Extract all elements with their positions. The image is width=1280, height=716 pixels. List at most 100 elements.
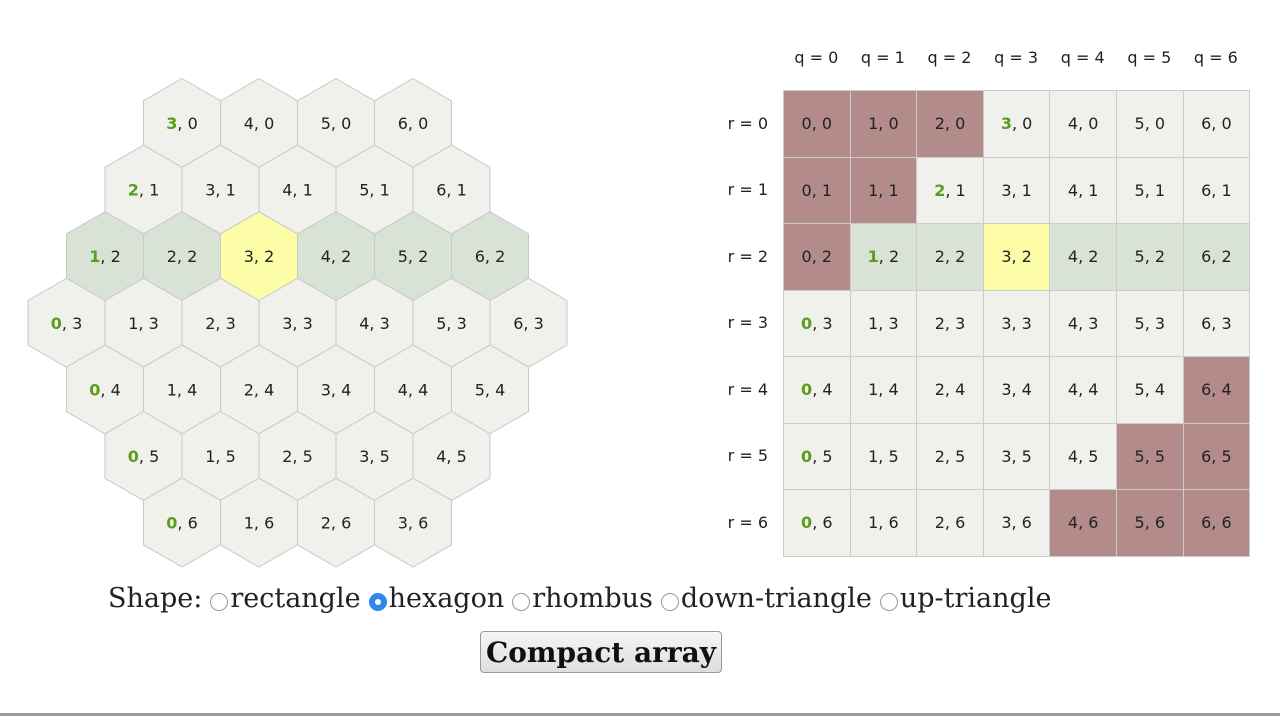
hex-label: 3, 0 [166,114,198,133]
cell-label-part: 0 [801,380,813,400]
hex-label: 4, 2 [321,247,352,266]
cell-label-part: , 5 [812,446,833,466]
hex-label-part: 5, 3 [436,313,467,332]
hex-label: 1, 3 [128,313,159,332]
hex-label-part: 1, 6 [244,513,275,532]
hex-label: 3, 6 [398,513,429,532]
cell-label-part: 4, 2 [1067,247,1099,267]
cell-label-part: 3, 5 [1001,446,1032,466]
hex-label-part: 2, 6 [321,513,352,532]
array-cell: 3, 1 [982,156,1051,224]
hex-label-part: , 4 [100,380,120,399]
radio-button[interactable] [210,592,229,611]
hex-label-part: 4, 0 [244,114,275,133]
array-cell: 5, 5 [1116,422,1184,490]
row-header: r = 5 [727,446,768,466]
radio-button[interactable] [660,592,679,611]
array-cell: 4, 1 [1049,156,1117,224]
shape-controls: Shape: rectangle hexagon rhombus down-trian… [108,583,1051,614]
hex-label: 2, 5 [282,447,313,466]
cell-label-part: 3, 1 [1001,180,1032,200]
hex-label-part: 3, 2 [244,247,275,266]
cell-label-part: 5, 5 [1134,446,1166,466]
shape-option[interactable]: up-triangle [879,583,1051,614]
radio-button[interactable] [368,592,387,611]
column-header: q = 1 [860,47,905,67]
radio-button[interactable] [512,592,531,611]
array-cell: 6, 6 [1182,489,1251,557]
cell-label-part: 4, 6 [1067,513,1099,533]
hex-label: 5, 0 [321,114,352,133]
column-header: q = 2 [927,47,972,67]
row-header: r = 1 [727,180,768,200]
hex-label-part: 1, 4 [167,380,198,399]
hex-label: 2, 2 [167,247,198,266]
hex-label-part: 4, 3 [359,313,390,332]
array-cell: 4, 4 [1049,356,1117,424]
hex-label-part: 6, 1 [436,180,467,199]
cell-label-part: 1 [867,247,879,267]
row-header: r = 3 [727,313,768,333]
array-cell: 2, 0 [916,90,984,158]
shape-option[interactable]: down-triangle [660,583,872,614]
cell-label-part: 2, 6 [934,513,966,533]
cell-label-part: 2, 2 [934,247,966,267]
hex-label-part: 1 [89,247,100,266]
array-cell: 6, 5 [1182,422,1251,490]
shape-option-label: down-triangle [680,583,872,614]
hex-label-part: 6, 0 [398,114,429,133]
cell-label-part: , 2 [878,247,900,267]
hex-label-part: 4, 5 [436,447,467,466]
column-header: q = 3 [994,47,1039,67]
array-cell: 1, 1 [849,156,918,224]
array-cell: 1, 4 [849,356,918,424]
array-cell: 3, 0 [982,90,1051,158]
array-cell: 0, 6 [783,489,851,557]
cell-label-part: 2, 4 [934,380,966,400]
hex-label: 0, 3 [51,313,83,332]
hex-label: 1, 5 [205,447,236,466]
hex-label-part: 3, 5 [359,447,390,466]
cell-label-part: 1, 4 [868,380,899,400]
array-cell: 1, 6 [849,489,918,557]
array-cell: 3, 3 [982,289,1051,357]
array-cell: 0, 1 [783,156,851,224]
hex-label-part: 2, 3 [205,313,236,332]
hex-label: 6, 3 [513,313,544,332]
cell-label-part: 0 [801,313,813,333]
hex-label: 1, 6 [244,513,275,532]
column-header: q = 5 [1127,47,1172,67]
array-cell: 5, 3 [1116,289,1184,357]
cell-label-part: 5, 6 [1134,513,1166,533]
hex-label-part: 2 [128,180,139,199]
cell-label-part: 6, 5 [1201,446,1232,466]
radio-button[interactable] [879,592,898,611]
hex-label: 3, 1 [205,180,236,199]
hex-label-part: 6, 2 [475,247,506,266]
cell-label-part: 5, 4 [1134,380,1166,400]
bottom-rule [0,713,1280,716]
array-cell: 3, 6 [982,489,1051,557]
array-cell: 0, 5 [783,422,851,490]
hex-label-part: 5, 2 [398,247,429,266]
shape-option[interactable]: rectangle [210,583,361,614]
hex-label: 3, 5 [359,447,390,466]
array-cell: 2, 6 [916,489,984,557]
array-cell: 3, 5 [982,422,1051,490]
hex-label-part: 6, 3 [513,313,544,332]
shape-option[interactable]: rhombus [512,583,653,614]
hex-label-part: 1, 3 [128,313,159,332]
compact-button[interactable]: Compact array [480,631,722,673]
hex-label: 0, 6 [166,513,198,532]
row-header: r = 2 [727,246,768,266]
shape-option-label: rectangle [230,583,361,614]
array-cell: 5, 0 [1116,90,1184,158]
row-header: r = 0 [727,113,768,133]
cell-label-part: 3, 2 [1001,247,1032,267]
hex-label: 2, 6 [321,513,352,532]
cell-label-part: 2 [934,180,946,200]
cell-label-part: 6, 3 [1201,313,1232,333]
shape-option[interactable]: hexagon [368,583,504,614]
cell-label-part: 0 [801,513,813,533]
